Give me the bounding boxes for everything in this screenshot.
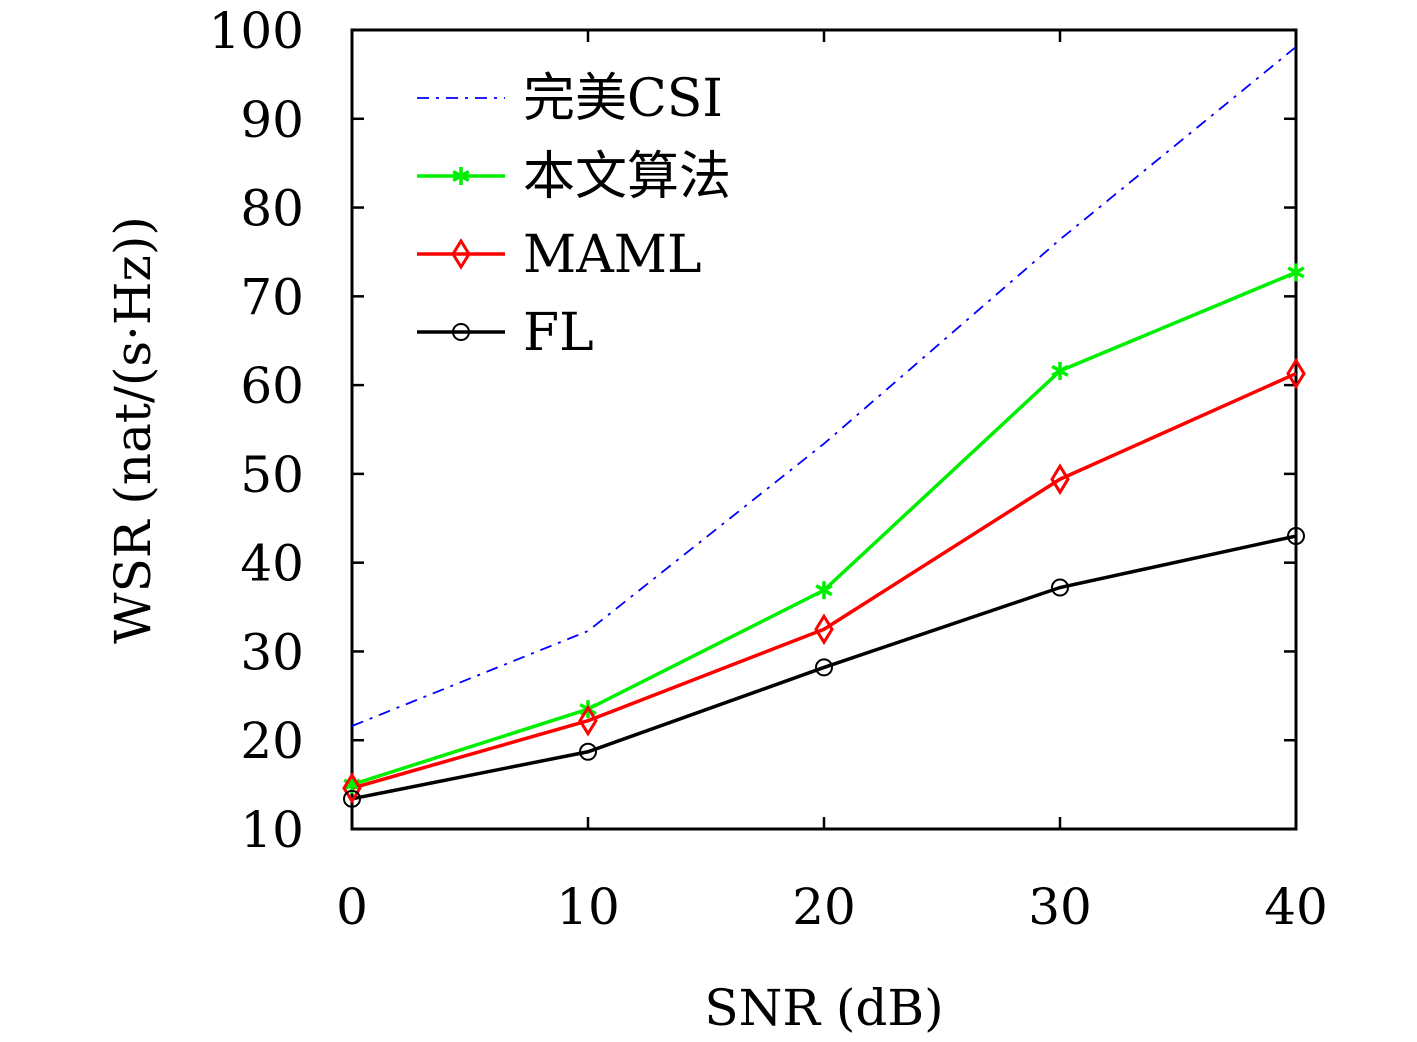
x-tick-label-2: 20: [792, 878, 856, 936]
data-point-1-3: [1051, 361, 1069, 380]
plot-frame: [350, 28, 1298, 831]
y-tick-label-4: 50: [240, 446, 304, 504]
data-point-3-4: [1287, 527, 1305, 546]
x-tick-label-3: 30: [1028, 878, 1092, 936]
y-tick-label-1: 20: [240, 712, 304, 770]
series-lines: [351, 46, 1297, 801]
series-line-2: [351, 371, 1297, 790]
x-axis-label: SNR (dB): [704, 979, 943, 1037]
y-tick-label-9: 100: [209, 2, 304, 60]
data-point-3-0: [343, 789, 361, 808]
data-point-3-3: [1051, 578, 1069, 597]
y-tick-label-6: 70: [240, 268, 304, 326]
legend-marker-1-stroke-2: [452, 169, 470, 183]
data-point-3-2: [815, 658, 833, 677]
data-point-1-2: [815, 581, 833, 600]
axis-ticks: [350, 28, 1298, 831]
data-point-2-2: [814, 613, 834, 646]
series-line-0: [351, 46, 1297, 727]
legend-label-3: FL: [523, 303, 594, 363]
y-tick-label-7: 80: [240, 180, 304, 238]
y-tick-label-8: 90: [240, 91, 304, 149]
data-point-2-0: [342, 772, 362, 805]
legend-marker-2: [451, 238, 471, 270]
y-tick-label-3: 40: [240, 535, 304, 593]
legend-marker-3: [452, 323, 470, 341]
series-line-1: [351, 270, 1297, 787]
legend-marker-1: [452, 167, 470, 185]
data-point-1-2-stroke-2: [815, 584, 833, 597]
data-point-2-4: [1286, 357, 1306, 390]
legend-label-2: MAML: [523, 225, 702, 285]
data-point-1-4-stroke-2: [1287, 266, 1305, 279]
x-tick-label-4: 40: [1264, 878, 1328, 936]
legend: 完美CSI 本文算法 MAML FL: [417, 69, 731, 363]
data-point-1-3-stroke-2: [1051, 364, 1069, 377]
y-axis-label: WSR (nat/(s·Hz)): [104, 216, 162, 644]
series-markers: [342, 263, 1306, 808]
series-line-3: [351, 534, 1297, 801]
tick-labels: 0 10 20 30 40 10 20 30 40 50 60 70 80 90 100: [209, 2, 1328, 936]
legend-label-1: 本文算法: [523, 147, 731, 207]
legend-label-0: 完美CSI: [523, 69, 723, 129]
y-tick-label-5: 60: [240, 357, 304, 415]
data-point-3-1: [579, 742, 597, 761]
y-tick-label-0: 10: [240, 801, 304, 859]
data-point-2-1: [578, 704, 598, 737]
y-tick-label-2: 30: [240, 623, 304, 681]
x-tick-label-0: 0: [336, 878, 368, 936]
data-point-2-3: [1050, 463, 1070, 496]
x-tick-label-1: 10: [556, 878, 620, 936]
data-point-1-4: [1287, 263, 1305, 282]
